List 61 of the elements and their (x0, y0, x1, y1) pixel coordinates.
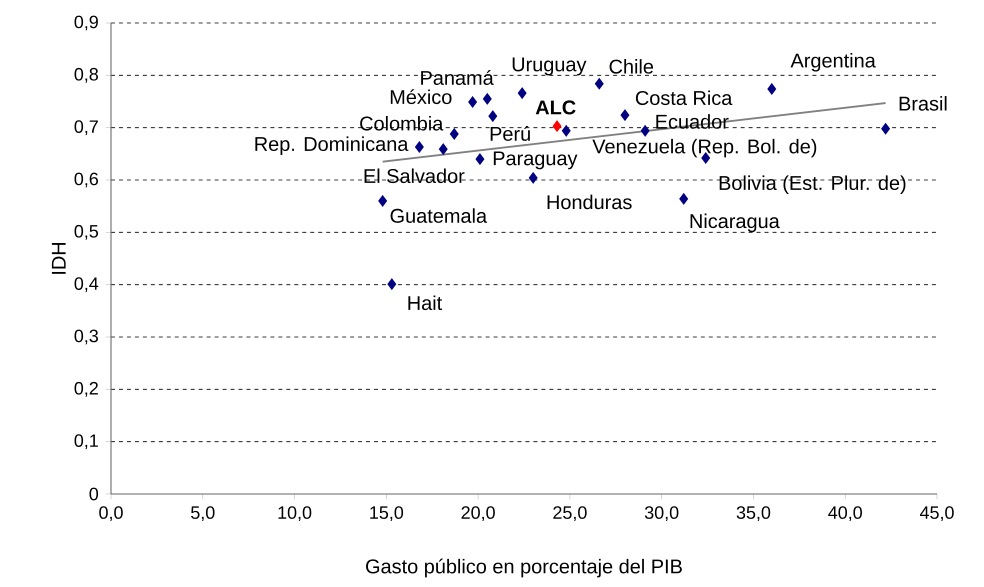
x-tick-label: 40,0 (828, 506, 862, 522)
annotation: Rep. Dominicana (255, 136, 408, 155)
annotation: Brasil (900, 96, 947, 111)
point (468, 96, 478, 108)
annotation: Hait (408, 295, 442, 310)
annotation: Chile (610, 59, 654, 74)
point (881, 122, 890, 135)
annotation: Ecuador (656, 114, 729, 129)
x-tick-label: 10,0 (278, 506, 312, 522)
y-axis-title: IDH (52, 242, 66, 274)
x-tick-label: 35,0 (736, 506, 770, 522)
annotation: Perú (490, 126, 530, 141)
y-tick-label: 0,8 (74, 68, 98, 83)
y-tick-label: 0,4 (74, 277, 98, 292)
point (378, 195, 388, 207)
point (476, 153, 484, 165)
y-tick-label: 0 (89, 488, 98, 500)
point (562, 124, 571, 137)
point (438, 143, 448, 155)
annotation: Bolivia (Est. Plur. de) (720, 175, 906, 194)
series-label: ALC (536, 100, 576, 114)
annotation: México (390, 89, 452, 104)
point (482, 93, 492, 105)
y-tick-label: 0,3 (74, 330, 98, 344)
point (640, 124, 650, 137)
y-tick-label: 0,5 (74, 224, 98, 240)
x-tick-label: 30,0 (644, 506, 678, 522)
y-tick-label: 0,2 (74, 382, 98, 397)
point (552, 120, 562, 132)
point (767, 83, 776, 95)
point (528, 172, 538, 184)
y-tick-label: 0,6 (74, 172, 98, 188)
point (518, 87, 527, 99)
point (594, 78, 604, 90)
annotation: Argentina (790, 52, 876, 72)
x-tick-label: 0,0 (99, 506, 123, 522)
point (488, 110, 498, 122)
point (414, 141, 424, 153)
annotation: Paraguay (494, 151, 578, 170)
point (620, 109, 630, 121)
x-tick-label: 25,0 (553, 506, 587, 522)
x-tick-label: 5,0 (191, 506, 215, 522)
point (679, 192, 688, 205)
y-tick-label: 0,7 (74, 120, 98, 136)
y-tick-label: 0,1 (74, 434, 98, 450)
annotation: Venezuela (Rep. Bol. de) (592, 138, 816, 158)
point (387, 278, 396, 290)
annotation: Costa Rica (636, 90, 732, 106)
point (450, 128, 459, 140)
x-tick-label: 20,0 (462, 506, 495, 522)
y-tick-label: 0,9 (74, 16, 98, 30)
x-tick-label: 45,0 (920, 506, 954, 522)
x-tick-label: 15,0 (370, 506, 404, 522)
annotation: Colombia (360, 116, 444, 131)
x-axis-title: Gasto público en porcentaje del PIB (366, 558, 682, 578)
annotation: Panamá (421, 70, 494, 85)
annotation: Honduras (548, 194, 632, 210)
annotation: Guatemala (390, 208, 488, 223)
annotation: Uruguay (512, 58, 586, 76)
annotation: Nicaragua (690, 214, 780, 232)
annotation: El Salvador (364, 168, 464, 184)
